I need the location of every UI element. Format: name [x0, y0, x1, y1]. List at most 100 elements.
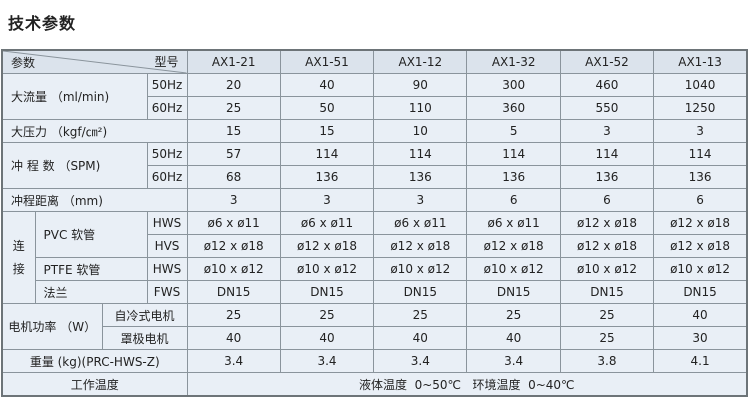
value-cell: 6	[466, 188, 561, 212]
model-header: AX1-13	[653, 49, 748, 74]
freq-label: 50Hz	[146, 142, 188, 166]
freq-label: 60Hz	[146, 96, 188, 120]
model-header: AX1-51	[279, 49, 375, 74]
motor-type-label: 罩极电机	[101, 326, 188, 350]
ptfe-hose-label: PTFE 软管	[34, 257, 148, 281]
value-cell: 3	[373, 188, 468, 212]
value-cell: 40	[373, 326, 468, 350]
value-cell: 136	[653, 165, 748, 189]
value-cell: ø6 x ø11	[186, 211, 281, 235]
model-header: AX1-52	[559, 49, 655, 74]
value-cell: 5	[466, 119, 561, 143]
model-header: AX1-32	[466, 49, 561, 74]
value-cell: 110	[373, 96, 468, 120]
type-label: HWS	[146, 257, 188, 281]
value-cell: 136	[466, 165, 561, 189]
value-cell: 25	[373, 303, 468, 327]
value-cell: 114	[559, 142, 655, 166]
value-cell: 3	[559, 119, 655, 143]
temperature-label: 工作温度	[1, 372, 188, 397]
value-cell: 15	[186, 119, 281, 143]
value-cell: DN15	[653, 280, 748, 304]
connection-label: 连 接	[1, 211, 36, 304]
freq-label: 60Hz	[146, 165, 188, 189]
value-cell: 114	[373, 142, 468, 166]
value-cell: 15	[279, 119, 375, 143]
value-cell: ø6 x ø11	[373, 211, 468, 235]
value-cell: 25	[559, 303, 655, 327]
spec-table: 参数 型号 AX1-21 AX1-51 AX1-12 AX1-32 AX1-52 AX1-13…	[1, 49, 748, 397]
value-cell: 114	[279, 142, 375, 166]
value-cell: 114	[466, 142, 561, 166]
table-row: HVS ø12 x ø18 ø12 x ø18 ø12 x ø18 ø12 x ø18 ø…	[2, 234, 748, 258]
value-cell: 136	[373, 165, 468, 189]
value-cell: 1040	[653, 73, 748, 97]
table-row: 重量 (kg)(PRC-HWS-Z) 3.4 3.4 3.4 3.4 3.8 4.1	[1, 349, 748, 373]
value-cell: 3	[279, 188, 375, 212]
value-cell: ø10 x ø12	[466, 257, 561, 281]
table-row: 大压力 （kgf/㎝²) 15 15 10 5 3 3	[1, 119, 748, 143]
value-cell: 3.4	[186, 349, 281, 373]
value-cell: 57	[186, 142, 281, 166]
table-row: 参数 型号 AX1-21 AX1-51 AX1-12 AX1-32 AX1-52 AX1-13	[1, 49, 748, 74]
temperature-value: 液体温度 0~50℃ 环境温度 0~40℃	[186, 372, 748, 397]
value-cell: 25	[186, 96, 281, 120]
value-cell: 136	[559, 165, 655, 189]
value-cell: ø12 x ø18	[559, 234, 655, 258]
diagonal-header-cell: 参数 型号	[1, 49, 188, 74]
flange-label: 法兰	[34, 280, 148, 304]
type-label: HVS	[146, 234, 188, 258]
table-row: 连 接 PVC 软管 HWS ø6 x ø11 ø6 x ø11 ø6 x ø11 ø6 x…	[1, 211, 748, 304]
value-cell: 40	[653, 303, 748, 327]
table-row: 工作温度 液体温度 0~50℃ 环境温度 0~40℃	[1, 372, 748, 397]
table-row: 冲程距离 （mm) 3 3 3 6 6 6	[1, 188, 748, 212]
value-cell: DN15	[466, 280, 561, 304]
value-cell: 90	[373, 73, 468, 97]
motor-power-label: 电机功率 （W）	[1, 303, 103, 350]
value-cell: 40	[279, 73, 375, 97]
value-cell: ø6 x ø11	[279, 211, 375, 235]
flow-label: 大流量 （ml/min)	[1, 73, 148, 120]
table-row: 60Hz 25 50 110 360 550 1250	[2, 96, 748, 120]
table-row: 罩极电机 40 40 40 40 25 30	[2, 326, 748, 350]
value-cell: DN15	[279, 280, 375, 304]
value-cell: 40	[279, 326, 375, 350]
value-cell: 20	[186, 73, 281, 97]
value-cell: ø12 x ø18	[559, 211, 655, 235]
table-row: 冲 程 数 （SPM) 50Hz 57 114 114 114 114 114	[1, 142, 748, 189]
value-cell: 114	[653, 142, 748, 166]
value-cell: ø10 x ø12	[653, 257, 748, 281]
table-row: 电机功率 （W） 自冷式电机 25 25 25 25 25 40	[1, 303, 748, 350]
stroke-label: 冲程距离 （mm)	[1, 188, 188, 212]
value-cell: ø6 x ø11	[466, 211, 561, 235]
value-cell: ø12 x ø18	[466, 234, 561, 258]
value-cell: 3.8	[559, 349, 655, 373]
type-label: HWS	[146, 211, 188, 235]
value-cell: ø12 x ø18	[279, 234, 375, 258]
freq-label: 50Hz	[146, 73, 188, 97]
weight-label: 重量 (kg)(PRC-HWS-Z)	[1, 349, 188, 373]
page-title: 技术参数	[8, 14, 77, 33]
value-cell: ø12 x ø18	[186, 234, 281, 258]
param-label: 参数	[11, 56, 36, 70]
table-row: PTFE 软管 HWS ø10 x ø12 ø10 x ø12 ø10 x ø12 ø10…	[2, 257, 748, 281]
value-cell: ø12 x ø18	[653, 211, 748, 235]
value-cell: 3	[653, 119, 748, 143]
value-cell: 40	[186, 326, 281, 350]
value-cell: 10	[373, 119, 468, 143]
value-cell: 50	[279, 96, 375, 120]
value-cell: DN15	[559, 280, 655, 304]
value-cell: ø12 x ø18	[373, 234, 468, 258]
value-cell: DN15	[186, 280, 281, 304]
value-cell: ø10 x ø12	[186, 257, 281, 281]
model-header: AX1-21	[186, 49, 281, 74]
model-header: AX1-12	[373, 49, 468, 74]
value-cell: 40	[466, 326, 561, 350]
motor-type-label: 自冷式电机	[101, 303, 188, 327]
value-cell: DN15	[373, 280, 468, 304]
table-row: 大流量 （ml/min) 50Hz 20 40 90 300 460 1040	[1, 73, 748, 120]
value-cell: 460	[559, 73, 655, 97]
value-cell: 3.4	[466, 349, 561, 373]
value-cell: 68	[186, 165, 281, 189]
value-cell: 4.1	[653, 349, 748, 373]
